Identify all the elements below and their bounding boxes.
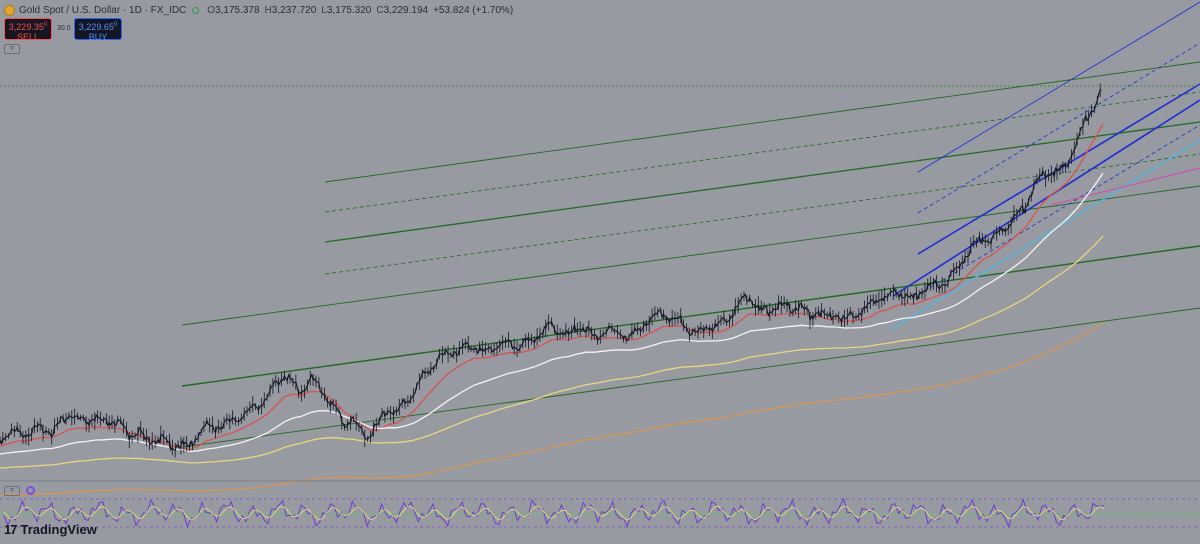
green-channel-line: [324, 91, 1200, 213]
sell-label: SELL: [16, 32, 40, 42]
collapse-indicator-button[interactable]: ▿: [4, 486, 20, 496]
green-channel-line: [181, 245, 1200, 387]
symbol-title[interactable]: Gold Spot / U.S. Dollar · 1D · FX_IDC: [19, 4, 187, 16]
green-channel-line: [181, 185, 1200, 326]
change-value: +53.824 (+1.70%): [433, 4, 514, 16]
price-series: [0, 83, 1102, 458]
buy-price-sup: 0: [113, 22, 118, 28]
blue-channel-line: [917, 83, 1200, 255]
chevron-down-icon: ▿: [10, 487, 14, 494]
ema-long-line: [0, 322, 1104, 496]
buy-price: 3,229.65: [78, 22, 114, 32]
green-channel-line: [181, 307, 1200, 448]
tradingview-mark-icon: 17: [4, 521, 18, 537]
collapse-legend-button[interactable]: ▿: [4, 44, 20, 54]
sell-button[interactable]: 3,229.350 SELL: [4, 18, 52, 42]
cyan-trend-line: [889, 139, 1200, 331]
sell-price-sup: 0: [43, 22, 48, 28]
price-line: [0, 89, 1102, 452]
blue-channel-line: [917, 42, 1200, 214]
open-value: 3,175.378: [215, 4, 260, 16]
buy-label: BUY: [88, 32, 108, 42]
buy-button[interactable]: 3,229.650 BUY: [74, 18, 122, 42]
close-value: 3,229.194: [383, 4, 429, 16]
high-value: 3,237.720: [271, 4, 317, 16]
open-label: O: [207, 4, 216, 16]
spread-value: 30.0: [57, 25, 71, 32]
close-label: C: [376, 4, 384, 16]
blue-channel-line: [892, 99, 1200, 297]
tradingview-logo[interactable]: 17 TradingView: [4, 521, 97, 537]
gold-coin-icon: [4, 4, 15, 16]
rsi-signal-line: [3, 505, 1105, 521]
market-status-icon: [192, 6, 200, 14]
green-channel-line: [324, 121, 1200, 243]
sell-price: 3,229.35: [8, 22, 44, 32]
rsi-line: [3, 497, 1105, 529]
blue-channel-line: [917, 1, 1200, 173]
indicator-settings-icon[interactable]: [26, 486, 35, 495]
chevron-down-icon: ▿: [10, 45, 14, 52]
low-value: 3,175.320: [326, 4, 372, 16]
blue-channel-line: [917, 124, 1200, 296]
green-channel-line: [324, 153, 1200, 275]
ema-mid-line: [0, 172, 1104, 455]
ema-slow-line: [0, 235, 1104, 469]
low-label: L: [321, 4, 327, 16]
magenta-trend-line: [1049, 167, 1200, 206]
rsi-panel: [0, 497, 1200, 529]
trend-channels: [181, 1, 1200, 448]
tradingview-wordmark: TradingView: [20, 521, 97, 537]
high-label: H: [264, 4, 272, 16]
moving-averages: [0, 123, 1104, 496]
green-channel-line: [324, 61, 1200, 183]
